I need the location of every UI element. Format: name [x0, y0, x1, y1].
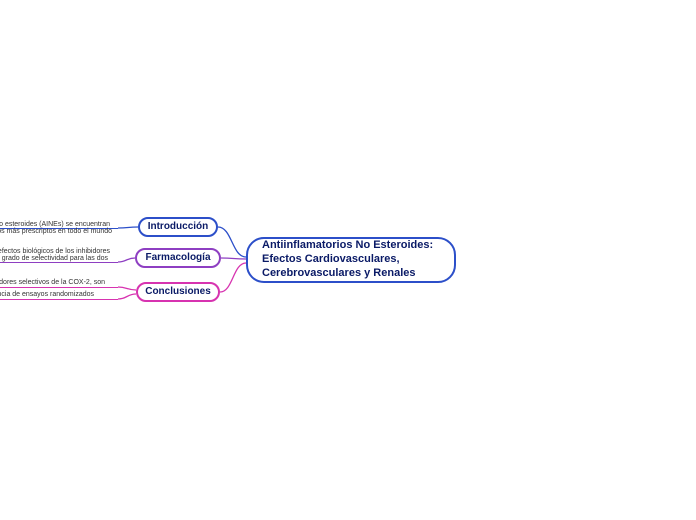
root-label: Antiinflamatorios No Esteroides: Efectos…: [262, 239, 440, 280]
child-label: Farmacología: [145, 252, 210, 265]
child-node-farm[interactable]: Farmacología: [135, 248, 221, 268]
detail-text: del grado de selectividad para las dos: [0, 255, 108, 263]
detail-underline: [0, 299, 118, 300]
detail-underline: [0, 287, 118, 288]
child-node-conc[interactable]: Conclusiones: [136, 282, 220, 302]
child-node-intro[interactable]: Introducción: [138, 217, 218, 237]
detail-text: entos más prescriptos en todo el mundo: [0, 228, 112, 236]
root-node[interactable]: Antiinflamatorios No Esteroides: Efectos…: [246, 237, 456, 283]
child-label: Conclusiones: [145, 286, 211, 299]
child-label: Introducción: [148, 221, 209, 234]
